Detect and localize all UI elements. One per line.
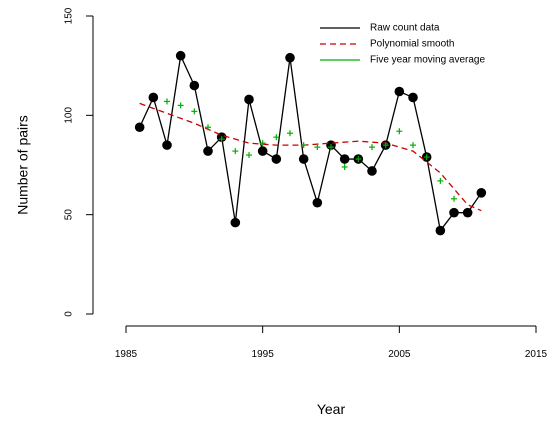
x-tick-label: 2005: [388, 349, 411, 360]
moving-average-point: [423, 154, 430, 161]
x-axis-label: Year: [317, 401, 346, 417]
raw-data-point: [476, 188, 487, 198]
raw-data-point: [175, 50, 186, 61]
y-tick-label: 0: [64, 311, 75, 317]
raw-data-point: [134, 122, 145, 133]
moving-average-point: [259, 140, 266, 147]
y-axis-label: Number of pairs: [15, 115, 31, 215]
x-tick-label: 1985: [115, 349, 138, 360]
raw-data-point: [285, 52, 295, 63]
moving-average-point: [246, 152, 252, 159]
x-tick-label: 2015: [525, 349, 548, 360]
moving-average-point: [218, 136, 225, 143]
moving-average-point: [273, 134, 280, 141]
axes: 1985 1995 2005 2015 0 50 100 150 Year Number of p…: [15, 7, 548, 417]
y-tick-label: 50: [64, 209, 75, 221]
raw-data-point: [367, 166, 377, 176]
moving-average-point: [287, 130, 293, 137]
raw-data-point: [462, 207, 473, 218]
moving-average-point: [300, 142, 307, 149]
moving-average-point: [396, 128, 403, 135]
y-tick-label: 150: [64, 7, 75, 24]
moving-average-point: [437, 177, 444, 184]
moving-average-point: [341, 163, 348, 170]
raw-data-point: [244, 94, 254, 105]
raw-data-point: [339, 154, 350, 164]
raw-data-point: [189, 80, 200, 91]
raw-data-point: [148, 92, 159, 103]
raw-data-point: [257, 146, 268, 156]
x-tick-label: 1995: [252, 349, 275, 360]
raw-data-point: [271, 154, 282, 164]
raw-data-point: [449, 207, 459, 218]
raw-data-point: [298, 154, 309, 164]
moving-average-point: [205, 124, 211, 131]
plot-area: [134, 50, 487, 236]
legend-label: Polynomial smooth: [370, 39, 454, 50]
series-raw-line: [139, 53, 482, 233]
moving-average-point: [451, 195, 457, 202]
raw-data-point: [230, 217, 241, 228]
raw-data-point: [408, 92, 418, 103]
moving-average-point: [328, 144, 334, 151]
moving-average-point: [314, 144, 321, 151]
moving-average-point: [191, 108, 198, 115]
moving-average-point: [164, 98, 170, 105]
raw-data-point: [394, 86, 405, 97]
moving-average-point: [382, 142, 389, 149]
moving-average-point: [355, 156, 362, 163]
moving-average-point: [369, 144, 375, 151]
y-tick-label: 100: [64, 107, 75, 124]
legend-label: Five year moving average: [370, 55, 485, 66]
legend: Raw count data Polynomial smooth Five year…: [320, 23, 485, 66]
raw-data-point: [312, 197, 323, 208]
moving-average-point: [410, 142, 416, 149]
raw-data-point: [435, 225, 446, 236]
raw-data-point: [162, 140, 172, 150]
legend-label: Raw count data: [370, 23, 440, 34]
moving-average-point: [232, 148, 239, 155]
moving-average-point: [177, 102, 184, 109]
raw-data-point: [203, 146, 213, 156]
